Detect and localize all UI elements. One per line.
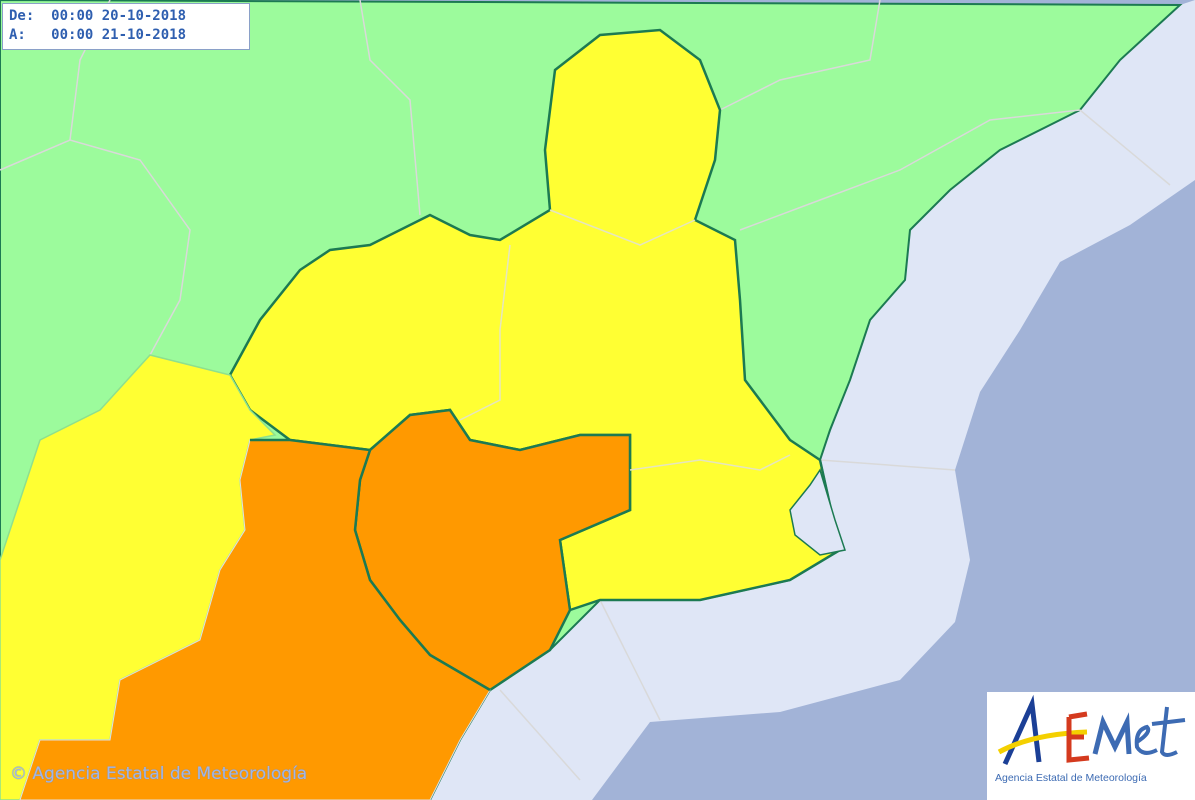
to-label: A: bbox=[9, 27, 26, 43]
logo-subtitle: Agencia Estatal de Meteorología bbox=[995, 772, 1147, 784]
from-value: 00:00 20-10-2018 bbox=[51, 8, 187, 24]
aemet-logo-mark bbox=[997, 694, 1186, 766]
from-label: De: bbox=[9, 8, 35, 24]
aemet-logo: Agencia Estatal de Meteorología bbox=[987, 692, 1195, 800]
orange-internal-border bbox=[250, 438, 491, 692]
open-sea-zone bbox=[592, 180, 1195, 800]
mar-menor-lagoon bbox=[789, 468, 846, 556]
to-value: 00:00 21-10-2018 bbox=[51, 27, 187, 43]
validity-period-box: De: 00:00 20-10-2018 A: 00:00 21-10-2018 bbox=[2, 3, 250, 50]
copyright-notice: © Agencia Estatal de Meteorología bbox=[10, 764, 308, 784]
province-borders-yellow bbox=[459, 209, 791, 471]
